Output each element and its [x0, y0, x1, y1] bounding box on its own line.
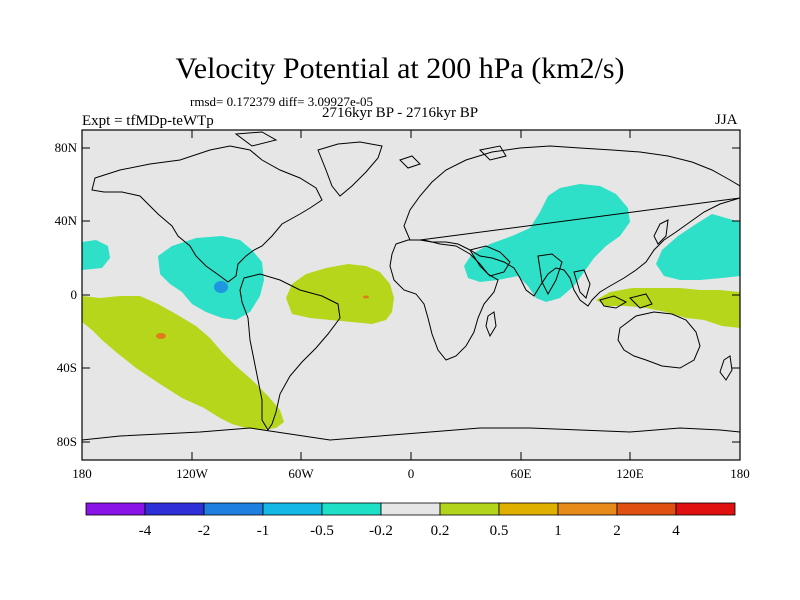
colorbar-label: -0.5 — [310, 523, 334, 539]
lat-tick-labels: 80N 40N 0 40S 80S — [55, 140, 78, 449]
lon-tick-180w: 180 — [72, 466, 92, 481]
colorbar-swatch — [380, 502, 441, 516]
colorbar-swatch — [439, 502, 500, 516]
colorbar-swatch — [85, 502, 146, 516]
coast-japan — [653, 219, 669, 245]
colorbar-swatch — [203, 502, 264, 516]
negative-anomaly-west-pacific-edge — [82, 240, 110, 270]
positive-anomaly-core — [156, 333, 166, 339]
colorbar-swatch — [262, 502, 323, 516]
coast-australia — [617, 311, 701, 369]
lat-tick-80n: 80N — [55, 140, 78, 155]
colorbar-label: -0.2 — [369, 523, 393, 539]
negative-anomaly-asia-monsoon — [464, 184, 630, 302]
colorbar-label: 2 — [613, 523, 621, 539]
coast-antarctica — [82, 427, 740, 441]
coast-southeast-asia — [573, 269, 653, 309]
colorbar-label: 0.2 — [431, 523, 450, 539]
coast-madagascar — [485, 311, 497, 338]
colorbar-label: -1 — [257, 523, 270, 539]
colorbar: -4 -2 -1 -0.5 -0.2 0.2 0.5 1 2 4 — [85, 502, 736, 539]
lon-tick-60e: 60E — [511, 466, 532, 481]
coast-africa — [389, 239, 499, 361]
negative-anomaly-central-america — [158, 236, 264, 320]
period-label: 2716kyr BP - 2716kyr BP — [321, 105, 479, 121]
colorbar-swatch — [498, 502, 559, 516]
colorbar-label: -4 — [139, 523, 152, 539]
colorbar-label: 1 — [554, 523, 562, 539]
lon-tick-180e: 180 — [730, 466, 750, 481]
experiment-label: Expt = tfMDp-teWTp — [82, 113, 214, 129]
colorbar-label: 0.5 — [490, 523, 509, 539]
coast-arctic-islands — [234, 131, 507, 169]
lon-tick-120e: 120E — [616, 466, 644, 481]
coast-india — [537, 253, 563, 296]
colorbar-label: -2 — [198, 523, 211, 539]
colorbar-swatch — [557, 502, 618, 516]
map-title: Velocity Potential at 200 hPa (km2/s) — [175, 52, 625, 85]
lon-tick-marks — [191, 130, 631, 460]
lon-tick-120w: 120W — [176, 466, 209, 481]
coast-europe-asia — [403, 145, 740, 307]
coast-new-zealand — [719, 355, 733, 381]
positive-anomaly-atlantic-core — [363, 295, 369, 299]
negative-anomaly-north-pacific — [656, 214, 740, 280]
coast-south-america — [239, 273, 341, 431]
positive-anomaly-south-pacific — [82, 296, 284, 430]
coast-north-america — [91, 145, 323, 283]
season-label: JJA — [715, 112, 738, 128]
lon-tick-labels: 180 120W 60W 0 60E 120E 180 — [72, 466, 750, 481]
lat-tick-80s: 80S — [57, 434, 77, 449]
coast-arabia — [469, 245, 511, 277]
stats-text: rmsd= 0.172379 diff= 3.09927e-05 — [190, 94, 374, 109]
positive-anomaly-atlantic — [286, 264, 394, 324]
colorbar-swatch — [321, 502, 382, 516]
colorbar-label: 4 — [672, 523, 680, 539]
coast-greenland — [317, 141, 383, 197]
lon-tick-0: 0 — [408, 466, 415, 481]
lat-tick-0: 0 — [71, 287, 78, 302]
colorbar-swatch — [144, 502, 205, 516]
lon-tick-60w: 60W — [288, 466, 314, 481]
lat-tick-40s: 40S — [57, 360, 77, 375]
lat-tick-40n: 40N — [55, 213, 78, 228]
negative-anomaly-core — [214, 281, 228, 293]
lat-tick-marks — [82, 147, 740, 443]
coastlines — [82, 131, 740, 441]
colorbar-swatch — [675, 502, 736, 516]
colorbar-swatch — [616, 502, 677, 516]
